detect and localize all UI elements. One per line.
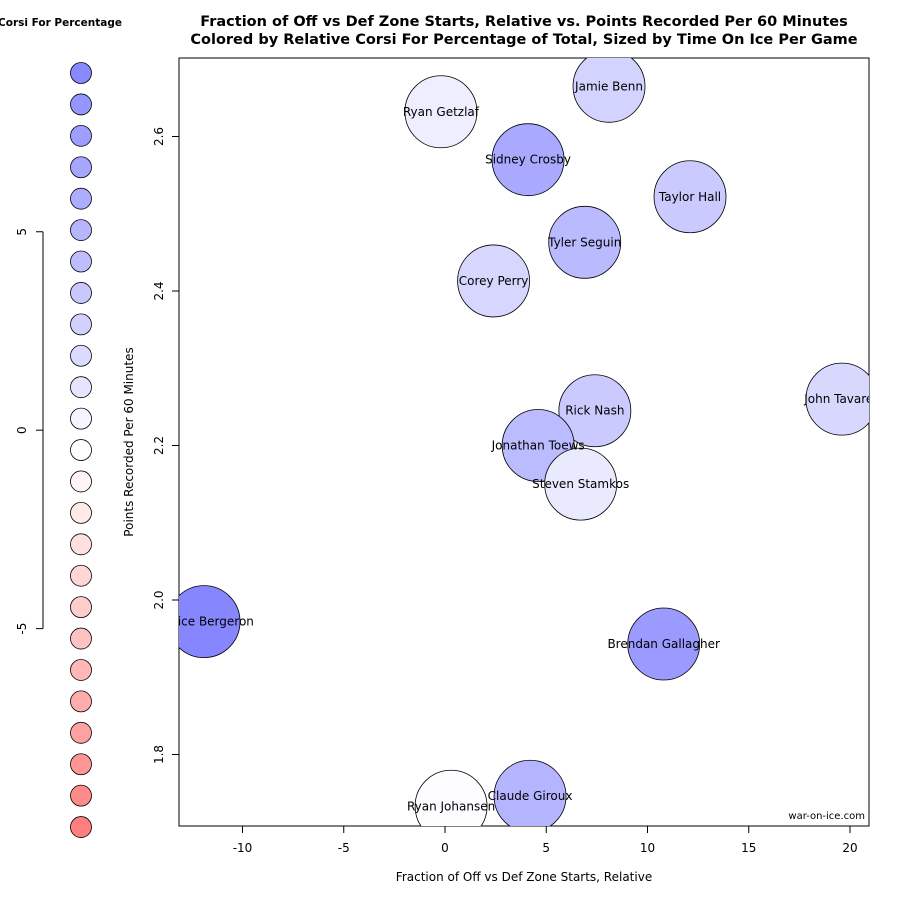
chart-subtitle: Colored by Relative Corsi For Percentage…: [190, 32, 857, 48]
bubble-label: Patrice Bergeron: [154, 615, 254, 629]
legend-swatch: [70, 596, 92, 619]
credit-text: war-on-ice.com: [788, 811, 865, 822]
y-axis-label: Points Recorded Per 60 Minutes: [122, 347, 136, 536]
bubble-label: Ryan Johansen: [407, 799, 495, 813]
bubble-point: [491, 123, 565, 197]
bubble-point: [544, 447, 618, 521]
legend-swatch: [70, 659, 92, 681]
legend-swatch: [70, 816, 92, 838]
legend-swatch: [70, 501, 92, 524]
legend-swatch: [70, 124, 92, 147]
bubble-label: Claude Giroux: [488, 789, 573, 803]
bubble-label: Ryan Getzlaf: [403, 105, 480, 119]
x-tick-label: 10: [640, 841, 655, 855]
y-tick-label: 2.6: [152, 127, 166, 146]
x-tick-label: 0: [441, 841, 449, 855]
legend-swatch: [70, 627, 92, 650]
bubble-point: [493, 759, 567, 826]
bubble-point: [558, 374, 632, 448]
bubble-point: [627, 607, 701, 681]
legend-swatch: [70, 313, 92, 336]
legend-swatch: [70, 219, 92, 242]
bubble-label: Taylor Hall: [658, 190, 721, 204]
y-tick-label: 2.4: [152, 281, 166, 300]
bubble-label: Tyler Seguin: [547, 235, 621, 249]
legend-swatch: [70, 62, 92, 84]
bubble-label: Rick Nash: [565, 404, 624, 418]
x-tick-label: 20: [842, 841, 857, 855]
bubble-point: [805, 362, 869, 436]
bubble-point: [179, 585, 241, 659]
bubble-label: Steven Stamkos: [532, 477, 629, 491]
legend-swatch: [70, 690, 92, 713]
bubble-point: [404, 75, 478, 149]
legend-swatch: [70, 156, 92, 179]
plot-area: -10 -5 0 5 10 15 20 1.8 2.0 2.2 2.4 2.6 Jamie Benn Ry…: [152, 57, 879, 855]
legend-swatch: [70, 721, 92, 744]
legend-swatch: [70, 753, 92, 776]
legend-tick-label: 0: [15, 426, 29, 434]
legend-swatch: [70, 533, 92, 556]
legend-title: Relative Corsi For Percentage: [0, 17, 122, 29]
legend-swatch: [70, 344, 92, 367]
bubble-point: [457, 244, 531, 318]
legend-tick-label: -5: [15, 623, 29, 635]
y-tick-label: 2.0: [152, 590, 166, 609]
legend-swatch: [70, 407, 92, 430]
legend-swatch: [70, 187, 92, 210]
legend-swatch: [70, 784, 92, 807]
legend-swatch: [70, 470, 92, 493]
legend-swatch: [70, 376, 92, 399]
legend-swatch: [70, 564, 92, 587]
x-tick-label: -10: [233, 841, 253, 855]
x-tick-label: 5: [542, 841, 550, 855]
y-tick-label: 1.8: [152, 745, 166, 764]
y-tick-label: 2.2: [152, 436, 166, 455]
x-tick-label: -5: [338, 841, 350, 855]
x-tick-label: 15: [741, 841, 756, 855]
y-axis: 1.8 2.0 2.2 2.4 2.6: [152, 127, 179, 764]
legend-swatch: [70, 439, 92, 461]
bubble-label: John Tavares: [803, 392, 879, 406]
bubble-label: Corey Perry: [459, 274, 529, 288]
legend-swatch: [70, 93, 92, 116]
legend-swatch: [70, 250, 92, 273]
x-axis-label: Fraction of Off vs Def Zone Starts, Rela…: [396, 870, 652, 884]
legend-tick-label: 5: [15, 228, 29, 236]
legend-swatch: [70, 282, 92, 304]
bubble-point: [653, 160, 727, 234]
bubble-point: [572, 58, 646, 123]
bubble-label: Jonathan Toews: [491, 439, 585, 453]
x-axis: -10 -5 0 5 10 15 20: [233, 826, 858, 855]
bubble-label: Jamie Benn: [574, 79, 643, 93]
bubbles: Jamie Benn Ryan Getzlaf Sidney Crosby Taylo…: [154, 58, 879, 826]
bubble-point: [548, 205, 622, 279]
bubble-label: Brendan Gallagher: [607, 637, 720, 651]
bubble-point: [414, 769, 488, 826]
bubble-label: Sidney Crosby: [485, 153, 571, 167]
legend: 5 0 -5: [15, 62, 92, 838]
chart-title: Fraction of Off vs Def Zone Starts, Rela…: [200, 14, 847, 30]
